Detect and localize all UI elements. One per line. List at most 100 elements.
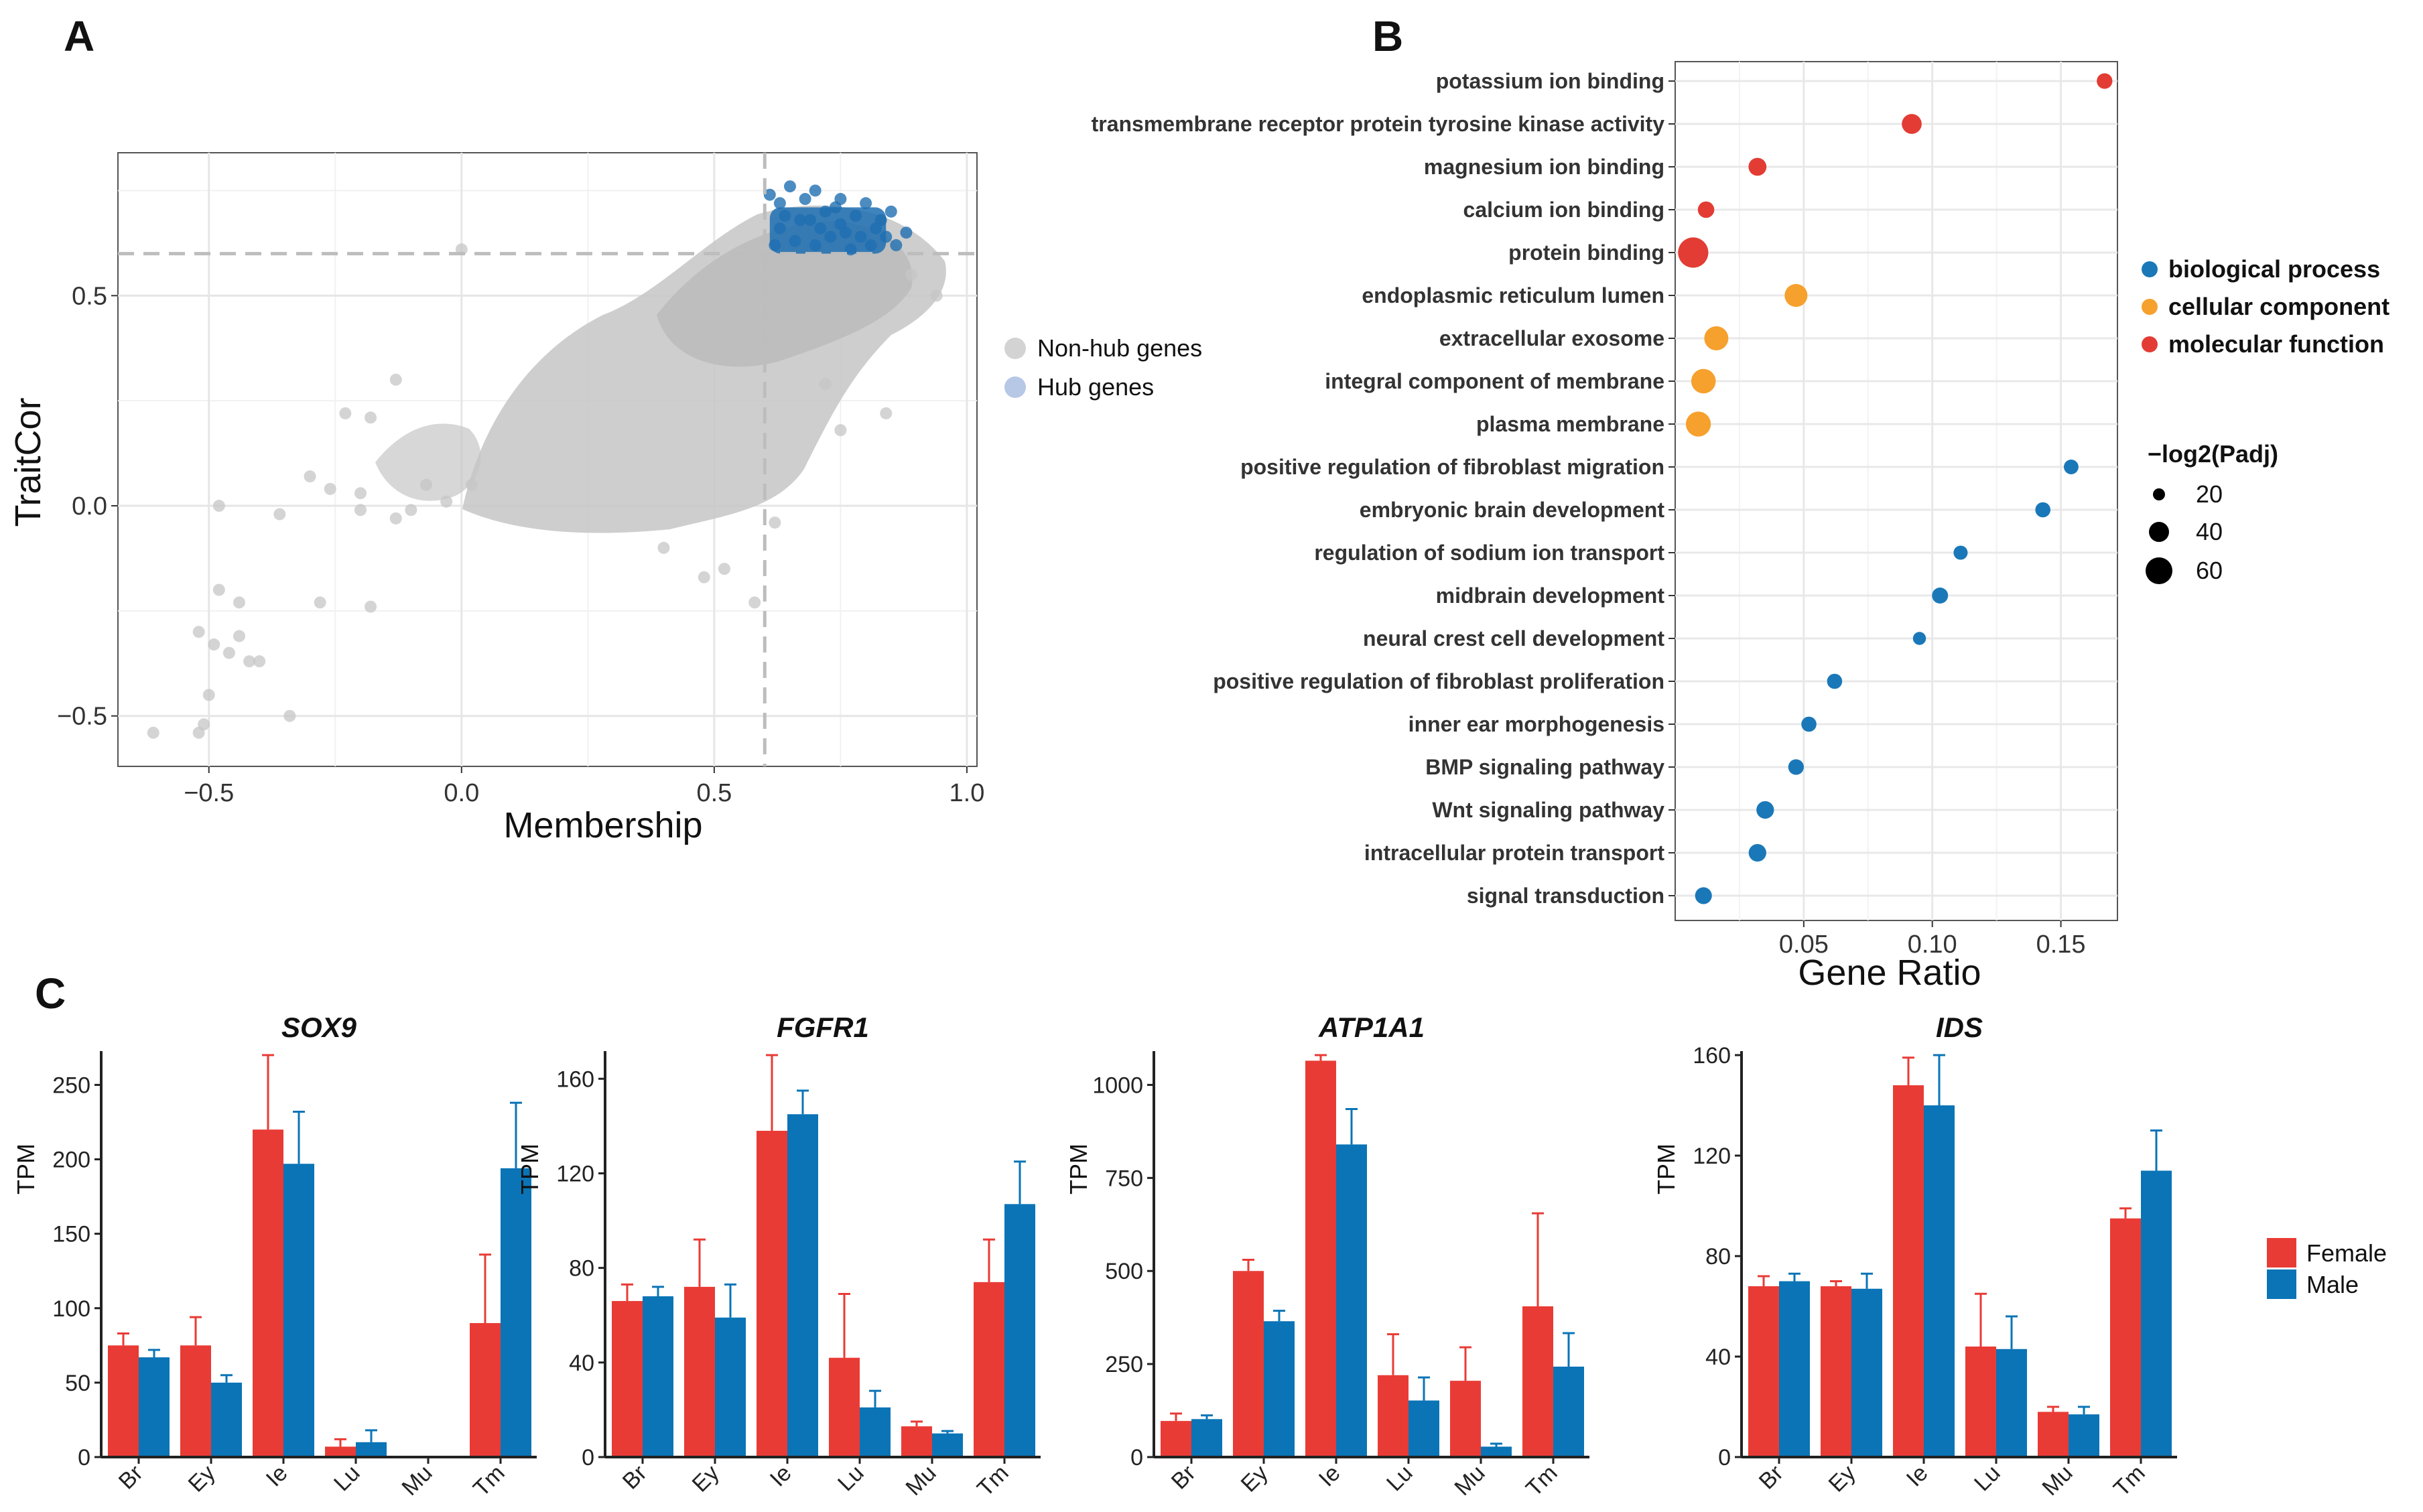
bar-y-tick-label: 250 <box>52 1073 90 1098</box>
bar-category-label: Br <box>618 1460 652 1495</box>
membership-traitcor-scatter: −0.5 0.0 0.5 1.0 −0.5 0.0 0.5 Membership Trait… <box>8 152 1202 845</box>
go-term-label: inner ear morphogenesis <box>1409 712 1664 736</box>
go-term-dot <box>1912 632 1926 645</box>
non-hub-gene-point <box>365 600 377 613</box>
male-bar <box>715 1317 746 1457</box>
go-term-label: BMP signaling pathway <box>1425 755 1664 779</box>
bar-y-tick-label: 0 <box>1130 1445 1143 1470</box>
go-term-dot <box>1695 887 1712 904</box>
go-x-axis-title: Gene Ratio <box>1798 953 1981 993</box>
hub-gene-point <box>783 180 796 193</box>
go-term-label: positive regulation of fibroblast prolif… <box>1213 669 1664 693</box>
non-hub-gene-point <box>905 268 917 281</box>
scatter-y-tick-label: 0.5 <box>72 282 107 310</box>
bar-y-tick-label: 160 <box>1693 1043 1731 1069</box>
non-hub-gene-point <box>465 478 478 491</box>
non-hub-gene-point <box>324 482 336 495</box>
bar-y-axis-title: TPM <box>12 1144 40 1194</box>
non-hub-gene-point <box>198 718 210 731</box>
male-bar <box>1481 1446 1512 1457</box>
non-hub-gene-point <box>354 504 367 517</box>
go-category-legend: biological process cellular component mo… <box>2142 255 2389 358</box>
scatter-x-axis-title: Membership <box>503 805 702 845</box>
bar-y-axis-title: TPM <box>516 1144 543 1194</box>
male-bar <box>2141 1170 2172 1457</box>
panel-label-a: A <box>64 12 94 60</box>
bar-y-tick-label: 0 <box>1718 1445 1731 1470</box>
male-bar <box>1004 1204 1035 1457</box>
male-bar <box>1336 1144 1367 1457</box>
bar-y-axis-title: TPM <box>1652 1144 1680 1194</box>
bar-chart-title: ATP1A1 <box>1318 1012 1425 1043</box>
scatter-legend: Non-hub genes Hub genes <box>1004 334 1202 401</box>
non-hub-gene-point <box>748 596 761 609</box>
go-term-dot <box>2097 73 2113 89</box>
bar-category-label: Br <box>1754 1460 1788 1495</box>
go-x-tick-label: 0.05 <box>1779 931 1829 959</box>
go-term-dot <box>1748 157 1767 176</box>
legend-bp-label: biological process <box>2168 255 2380 283</box>
bar-category-label: Ey <box>184 1460 220 1497</box>
non-hub-gene-point <box>233 630 245 642</box>
bar-y-tick-label: 160 <box>556 1067 594 1092</box>
scatter-x-tick-label: 1.0 <box>949 779 985 807</box>
go-term-dot <box>2035 502 2051 518</box>
non-hub-gene-point <box>365 411 377 424</box>
go-term-dot <box>1801 716 1817 732</box>
go-term-dot <box>1697 201 1715 218</box>
go-term-label: embryonic brain development <box>1360 498 1665 522</box>
non-hub-gene-point <box>657 541 670 554</box>
legend-hub-swatch <box>1004 376 1026 398</box>
scatter-x-tick-label: 0.5 <box>696 779 732 807</box>
legend-hub-label: Hub genes <box>1037 373 1154 401</box>
bar-chart-fgfr1: FGFR1 TPM Br Ey Ie Lu Mu Tm 0 40 80 120 160 <box>516 1012 1041 1501</box>
bar-category-label: Ie <box>261 1460 293 1492</box>
female-bar <box>1893 1085 1924 1457</box>
non-hub-gene-point <box>389 512 402 525</box>
bar-category-label: Tm <box>2109 1460 2150 1502</box>
go-term-label: magnesium ion binding <box>1424 155 1664 179</box>
scatter-x-tick-label: 0.0 <box>444 779 479 807</box>
bar-chart-title: IDS <box>1936 1012 1983 1043</box>
female-bar <box>253 1129 283 1457</box>
female-bar <box>1522 1306 1553 1457</box>
size-legend-title: −log2(Padj) <box>2148 440 2278 468</box>
hub-gene-point <box>834 193 847 206</box>
female-bar <box>612 1301 643 1457</box>
non-hub-gene-point <box>212 500 225 512</box>
female-bar <box>180 1345 211 1457</box>
female-bar <box>1305 1060 1336 1457</box>
bar-chart-title: FGFR1 <box>777 1012 869 1043</box>
hub-gene-point <box>900 226 913 239</box>
bar-y-tick-label: 40 <box>1705 1345 1731 1370</box>
bar-category-label: Mu <box>397 1460 437 1501</box>
go-term-label: transmembrane receptor protein tyrosine … <box>1092 112 1665 136</box>
go-term-dot <box>2063 460 2079 474</box>
legend-male-label: Male <box>2306 1271 2359 1298</box>
go-size-legend: −log2(Padj) 20 40 60 <box>2146 440 2278 584</box>
hub-gene-point <box>799 193 811 206</box>
female-bar <box>757 1130 787 1457</box>
non-hub-gene-point <box>389 373 402 386</box>
female-bar <box>1748 1286 1779 1457</box>
go-x-tick-label: 0.15 <box>2036 931 2086 959</box>
male-bar <box>860 1407 891 1457</box>
non-hub-gene-point <box>233 596 245 609</box>
go-term-dot <box>1788 759 1804 775</box>
size-legend-dot-60 <box>2146 557 2172 584</box>
bar-y-axis-title: TPM <box>1065 1144 1092 1194</box>
male-bar <box>283 1164 314 1457</box>
bar-y-tick-label: 120 <box>1693 1144 1731 1169</box>
bar-category-label: Tm <box>468 1460 510 1502</box>
male-bar <box>1191 1419 1222 1457</box>
bar-category-label: Ie <box>1902 1460 1933 1492</box>
bar-y-tick-label: 0 <box>78 1445 90 1470</box>
legend-male-swatch <box>2267 1269 2296 1299</box>
hub-gene-point <box>860 197 872 210</box>
go-term-dot <box>1953 545 1968 560</box>
non-hub-gene-point <box>698 571 710 583</box>
female-bar <box>1965 1347 1996 1457</box>
female-bar <box>1450 1381 1481 1457</box>
go-term-dot <box>1902 114 1922 134</box>
legend-female-label: Female <box>2306 1239 2387 1267</box>
